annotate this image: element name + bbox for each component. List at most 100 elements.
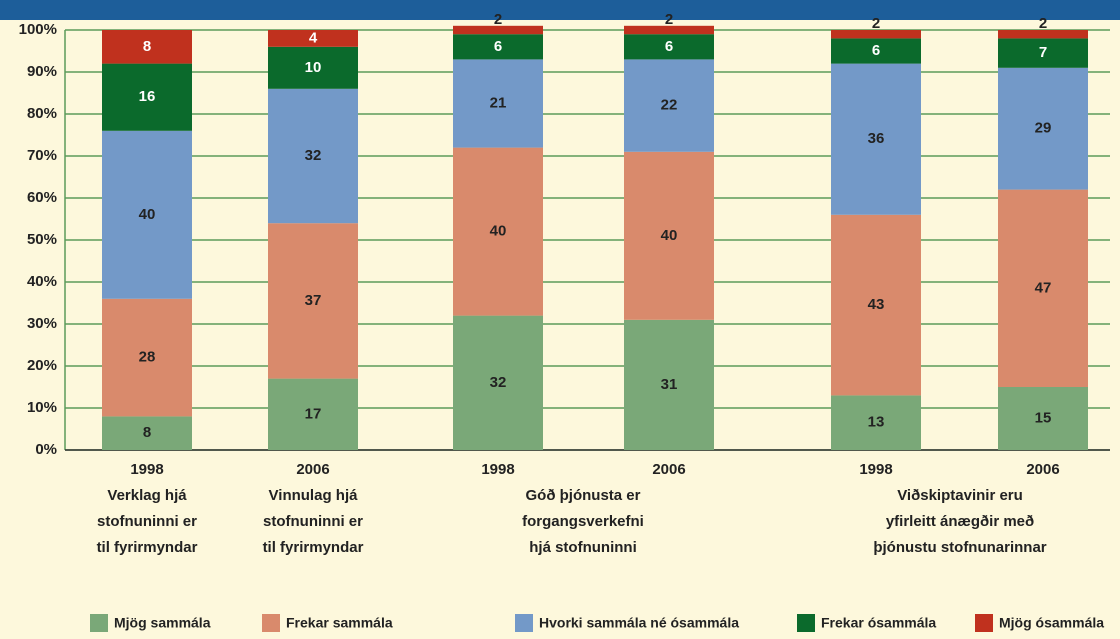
data-label: 6 xyxy=(494,38,502,55)
group-label: Verklag hjá xyxy=(107,487,187,504)
bar-segment xyxy=(453,25,543,35)
y-tick-label: 80% xyxy=(27,105,57,122)
data-label: 15 xyxy=(1035,409,1052,426)
x-tick-label: 1998 xyxy=(130,461,163,478)
x-tick-label: 2006 xyxy=(1026,461,1059,478)
y-tick-label: 0% xyxy=(35,441,57,458)
bar-segment xyxy=(102,130,192,299)
bar-segment xyxy=(102,30,192,64)
bar-segment xyxy=(831,30,921,39)
legend-swatch xyxy=(262,614,280,632)
bar-segment xyxy=(268,46,358,89)
data-label: 22 xyxy=(661,97,678,114)
data-label: 43 xyxy=(868,296,885,313)
bar-segment xyxy=(998,387,1088,450)
data-label: 10 xyxy=(305,59,322,76)
bar-segment xyxy=(268,378,358,450)
bar-segment xyxy=(453,147,543,316)
bar-segment xyxy=(624,25,714,35)
group-label: hjá stofnuninni xyxy=(529,539,636,556)
group-label: Góð þjónusta er xyxy=(525,487,640,504)
data-label: 7 xyxy=(1039,44,1047,61)
data-label: 2 xyxy=(1039,15,1047,32)
data-label: 8 xyxy=(143,38,151,55)
bar-segment xyxy=(624,151,714,320)
y-tick-label: 20% xyxy=(27,357,57,374)
data-label: 32 xyxy=(490,374,507,391)
legend-swatch xyxy=(515,614,533,632)
data-label: 47 xyxy=(1035,279,1052,296)
data-label: 28 xyxy=(139,349,156,366)
data-label: 6 xyxy=(872,42,880,59)
bar-segment xyxy=(624,59,714,152)
group-label: Viðskiptavinir eru xyxy=(897,487,1023,504)
y-tick-label: 30% xyxy=(27,315,57,332)
y-tick-label: 10% xyxy=(27,399,57,416)
data-label: 40 xyxy=(661,227,678,244)
group-label: þjónustu stofnunarinnar xyxy=(873,539,1046,556)
bar-segment xyxy=(624,319,714,450)
data-label: 40 xyxy=(139,206,156,223)
data-label: 8 xyxy=(143,424,151,441)
bar-segment xyxy=(831,214,921,396)
data-label: 2 xyxy=(665,11,673,28)
bar-segment xyxy=(831,395,921,450)
bar-segment xyxy=(102,416,192,450)
data-label: 36 xyxy=(868,130,885,147)
data-label: 21 xyxy=(490,94,507,111)
y-tick-label: 40% xyxy=(27,273,57,290)
legend-label: Hvorki sammála né ósammála xyxy=(539,615,739,631)
legend-swatch xyxy=(90,614,108,632)
y-tick-label: 90% xyxy=(27,63,57,80)
bar-segment xyxy=(998,38,1088,68)
data-label: 2 xyxy=(494,11,502,28)
bar-segment xyxy=(831,38,921,64)
bar-segment xyxy=(998,30,1088,39)
x-tick-label: 2006 xyxy=(296,461,329,478)
group-label: til fyrirmyndar xyxy=(97,539,198,556)
data-label: 6 xyxy=(665,38,673,55)
x-tick-label: 1998 xyxy=(859,461,892,478)
y-tick-label: 70% xyxy=(27,147,57,164)
bar-segment xyxy=(268,223,358,379)
legend-swatch xyxy=(975,614,993,632)
bar-segment xyxy=(831,63,921,215)
legend-label: Mjög ósammála xyxy=(999,615,1104,631)
x-tick-label: 2006 xyxy=(652,461,685,478)
data-label: 31 xyxy=(661,376,678,393)
data-label: 40 xyxy=(490,223,507,240)
legend-label: Frekar sammála xyxy=(286,615,393,631)
header-band xyxy=(0,0,1120,20)
bar-segment xyxy=(998,67,1088,190)
data-label: 2 xyxy=(872,15,880,32)
y-tick-label: 60% xyxy=(27,189,57,206)
data-label: 29 xyxy=(1035,120,1052,137)
bar-segment xyxy=(453,315,543,450)
data-label: 32 xyxy=(305,147,322,164)
bar-segment xyxy=(998,189,1088,387)
data-label: 37 xyxy=(305,292,322,309)
data-label: 4 xyxy=(309,29,318,46)
bar-segment xyxy=(453,59,543,148)
data-label: 17 xyxy=(305,405,322,422)
bar-segment xyxy=(102,298,192,417)
bar-segment xyxy=(268,88,358,224)
group-label: til fyrirmyndar xyxy=(263,539,364,556)
group-label: yfirleitt ánægðir með xyxy=(886,513,1034,530)
x-tick-label: 1998 xyxy=(481,461,514,478)
bar-segment xyxy=(102,63,192,131)
group-label: forgangsverkefni xyxy=(522,513,644,530)
y-tick-label: 100% xyxy=(19,21,57,38)
group-label: Vinnulag hjá xyxy=(269,487,359,504)
y-tick-label: 50% xyxy=(27,231,57,248)
legend-swatch xyxy=(797,614,815,632)
bar-segment xyxy=(268,30,358,47)
group-label: stofnuninni er xyxy=(97,513,197,530)
group-label: stofnuninni er xyxy=(263,513,363,530)
bar-segment xyxy=(453,34,543,60)
data-label: 16 xyxy=(139,88,156,105)
legend-label: Frekar ósammála xyxy=(821,615,936,631)
legend-label: Mjög sammála xyxy=(114,615,211,631)
data-label: 13 xyxy=(868,414,885,431)
